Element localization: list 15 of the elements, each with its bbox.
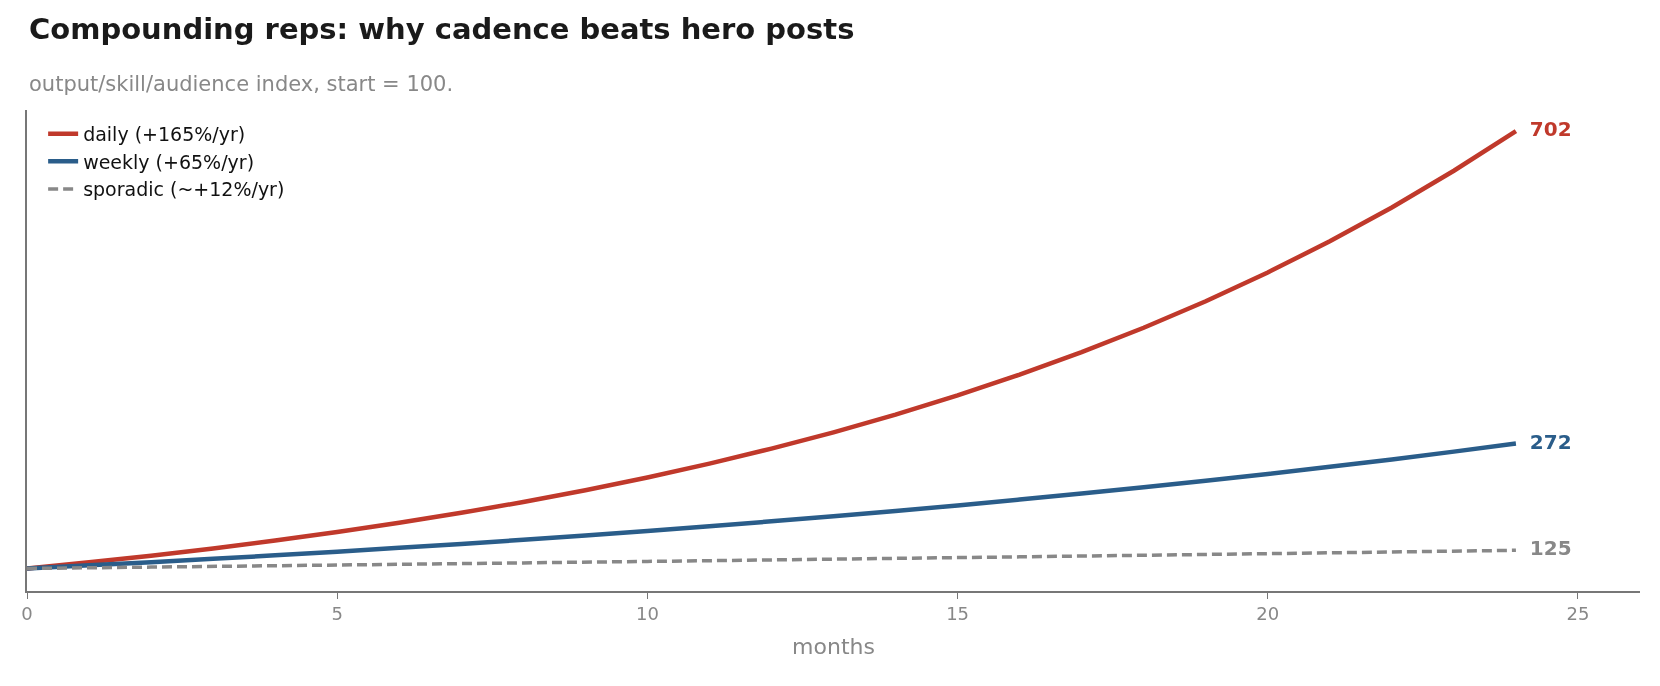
data-label: 272 [1515, 429, 1572, 454]
x-tick-label: 25 [1566, 603, 1590, 625]
legend-label: weekly (+65%/yr) [83, 150, 255, 173]
x-tick-label: 5 [331, 603, 343, 625]
x-tick-label: 15 [946, 603, 970, 625]
chart-title: Compounding reps: why cadence beats hero posts [29, 12, 855, 46]
data-label: 125 [1515, 536, 1572, 561]
chart-subtitle: output/skill/audience index, start = 100. [29, 72, 454, 96]
x-tick-label: 10 [635, 603, 659, 625]
legend-label: sporadic (~+12%/yr) [83, 178, 285, 201]
legend-label: daily (+165%/yr) [83, 123, 246, 146]
x-tick-label: 20 [1256, 603, 1280, 625]
x-tick-label: 0 [21, 603, 33, 625]
x-axis-title: months [792, 633, 875, 659]
data-label: 702 [1515, 117, 1572, 142]
